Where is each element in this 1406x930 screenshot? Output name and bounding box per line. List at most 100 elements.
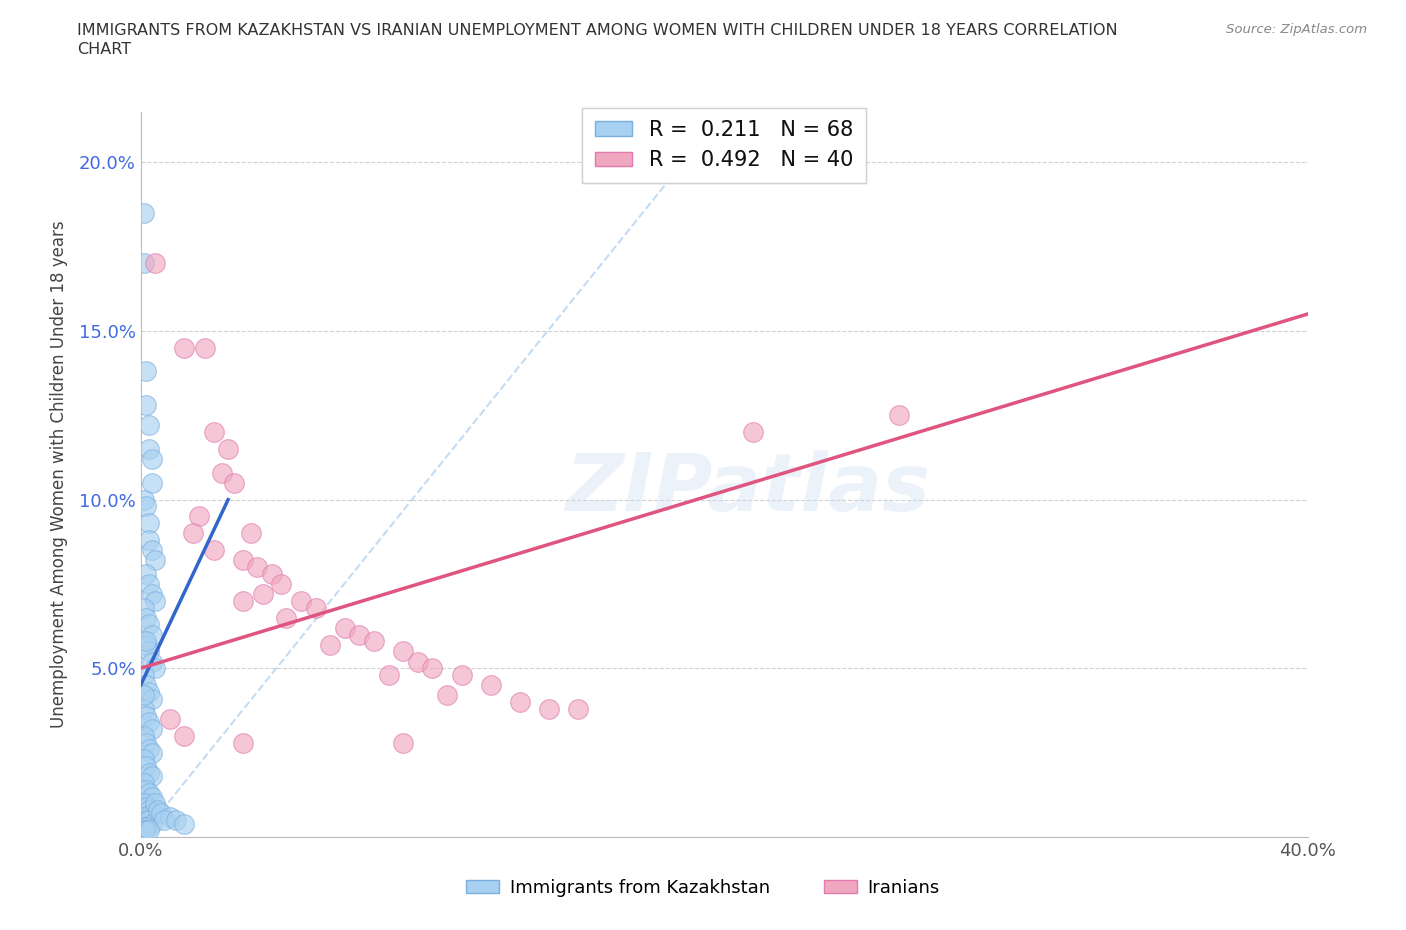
Point <box>138 533 160 548</box>
Point <box>141 475 163 490</box>
Point <box>202 543 225 558</box>
Point <box>138 516 160 531</box>
Point <box>135 819 157 834</box>
Point <box>260 566 283 581</box>
Point <box>135 678 157 693</box>
Point <box>132 728 155 743</box>
Point <box>132 776 155 790</box>
Point <box>141 691 163 706</box>
Point <box>173 728 195 743</box>
Point <box>138 786 160 801</box>
Point <box>377 668 399 683</box>
Point <box>141 452 163 467</box>
Text: ZIPatlas: ZIPatlas <box>565 450 929 528</box>
Point <box>132 701 155 716</box>
Point <box>270 577 292 591</box>
Point <box>132 809 155 824</box>
Point <box>135 799 157 814</box>
Point <box>181 525 204 540</box>
Text: CHART: CHART <box>77 42 131 57</box>
Text: Source: ZipAtlas.com: Source: ZipAtlas.com <box>1226 23 1367 36</box>
Point <box>132 600 155 615</box>
Point <box>138 644 160 658</box>
Point <box>138 813 160 828</box>
Point <box>135 823 157 838</box>
Point <box>159 809 181 824</box>
Point <box>132 796 155 811</box>
Point <box>240 525 263 540</box>
Point <box>138 617 160 631</box>
Point <box>567 701 589 716</box>
Point <box>141 654 163 669</box>
Point <box>141 745 163 760</box>
Point <box>211 465 233 480</box>
Point <box>138 418 160 432</box>
Point <box>276 610 298 625</box>
Point <box>138 715 160 730</box>
Point <box>538 701 561 716</box>
Point <box>232 593 254 608</box>
Point <box>479 678 502 693</box>
Point <box>141 722 163 737</box>
Point <box>141 806 163 821</box>
Point <box>135 782 157 797</box>
Point <box>135 610 157 625</box>
Point <box>138 803 160 817</box>
Point <box>132 492 155 507</box>
Point <box>450 668 472 683</box>
Point <box>159 711 181 726</box>
Point <box>246 560 269 575</box>
Point <box>146 803 169 817</box>
Point <box>135 759 157 774</box>
Point <box>138 823 160 838</box>
Point <box>150 806 173 821</box>
Text: IMMIGRANTS FROM KAZAKHSTAN VS IRANIAN UNEMPLOYMENT AMONG WOMEN WITH CHILDREN UND: IMMIGRANTS FROM KAZAKHSTAN VS IRANIAN UN… <box>77 23 1118 38</box>
Point <box>132 823 155 838</box>
Point <box>436 688 458 703</box>
Point <box>305 600 328 615</box>
Point <box>132 819 155 834</box>
Point <box>143 796 166 811</box>
Point <box>509 695 531 710</box>
Point <box>141 816 163 830</box>
Point <box>135 813 157 828</box>
Point <box>173 340 195 355</box>
Point <box>252 587 274 602</box>
Point <box>232 553 254 568</box>
Point <box>319 637 342 652</box>
Point <box>141 789 163 804</box>
Point <box>141 587 163 602</box>
Point <box>194 340 217 355</box>
Point <box>422 661 444 676</box>
Point <box>290 593 312 608</box>
Point <box>138 577 160 591</box>
Point <box>363 634 385 649</box>
Point <box>138 684 160 699</box>
Point <box>135 637 157 652</box>
Point <box>132 688 155 703</box>
Point <box>138 742 160 757</box>
Point <box>222 475 245 490</box>
Point <box>135 708 157 723</box>
Point <box>143 661 166 676</box>
Point <box>132 668 155 683</box>
Point <box>392 735 415 750</box>
Point <box>349 627 371 642</box>
Point <box>141 769 163 784</box>
Point <box>232 735 254 750</box>
Point <box>138 442 160 457</box>
Point <box>132 256 155 271</box>
Point <box>135 566 157 581</box>
Point <box>889 408 911 423</box>
Point <box>135 398 157 413</box>
Point <box>143 256 166 271</box>
Point <box>202 425 225 440</box>
Y-axis label: Unemployment Among Women with Children Under 18 years: Unemployment Among Women with Children U… <box>49 220 67 728</box>
Point <box>135 634 157 649</box>
Point <box>138 765 160 780</box>
Point <box>406 654 429 669</box>
Point <box>132 206 155 220</box>
Point <box>217 442 239 457</box>
Point <box>392 644 415 658</box>
Point <box>165 813 187 828</box>
